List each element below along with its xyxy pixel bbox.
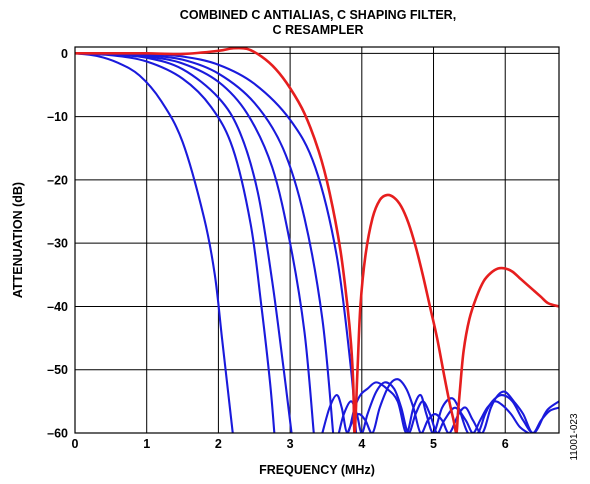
chart-title-line-1: COMBINED C ANTIALIAS, C SHAPING FILTER, xyxy=(180,8,456,22)
red-response-line xyxy=(75,47,559,433)
filter-response-curves xyxy=(75,47,559,433)
x-tick-label-3: 3 xyxy=(287,437,294,451)
y-tick-label-4: –40 xyxy=(47,300,68,314)
y-tick-label-3: –30 xyxy=(47,237,68,251)
x-tick-label-1: 1 xyxy=(143,437,150,451)
x-axis-label: FREQUENCY (MHz) xyxy=(259,463,375,477)
y-tick-label-5: –50 xyxy=(47,363,68,377)
x-tick-label-5: 5 xyxy=(430,437,437,451)
x-tick-label-0: 0 xyxy=(72,437,79,451)
figure-id: 11001-023 xyxy=(569,413,580,461)
blue-response-line-8 xyxy=(346,378,559,433)
grid-lines xyxy=(75,47,559,433)
plot-frame xyxy=(74,46,560,434)
x-tick-labels: 0 1 2 3 4 5 6 xyxy=(72,437,509,451)
y-axis-label: ATTENUATION (dB) xyxy=(11,182,25,298)
blue-response-line-0 xyxy=(75,52,234,433)
y-tick-label-6: –60 xyxy=(47,427,68,441)
x-tick-label-4: 4 xyxy=(358,437,365,451)
chart-title-line-2: C RESAMPLER xyxy=(273,23,364,37)
x-tick-label-2: 2 xyxy=(215,437,222,451)
blue-response-line-1 xyxy=(75,52,276,433)
y-tick-label-1: –10 xyxy=(47,110,68,124)
y-tick-label-0: 0 xyxy=(61,47,68,61)
y-tick-label-2: –20 xyxy=(47,173,68,187)
x-tick-label-6: 6 xyxy=(502,437,509,451)
y-tick-labels: 0 –10 –20 –30 –40 –50 –60 xyxy=(47,47,68,441)
